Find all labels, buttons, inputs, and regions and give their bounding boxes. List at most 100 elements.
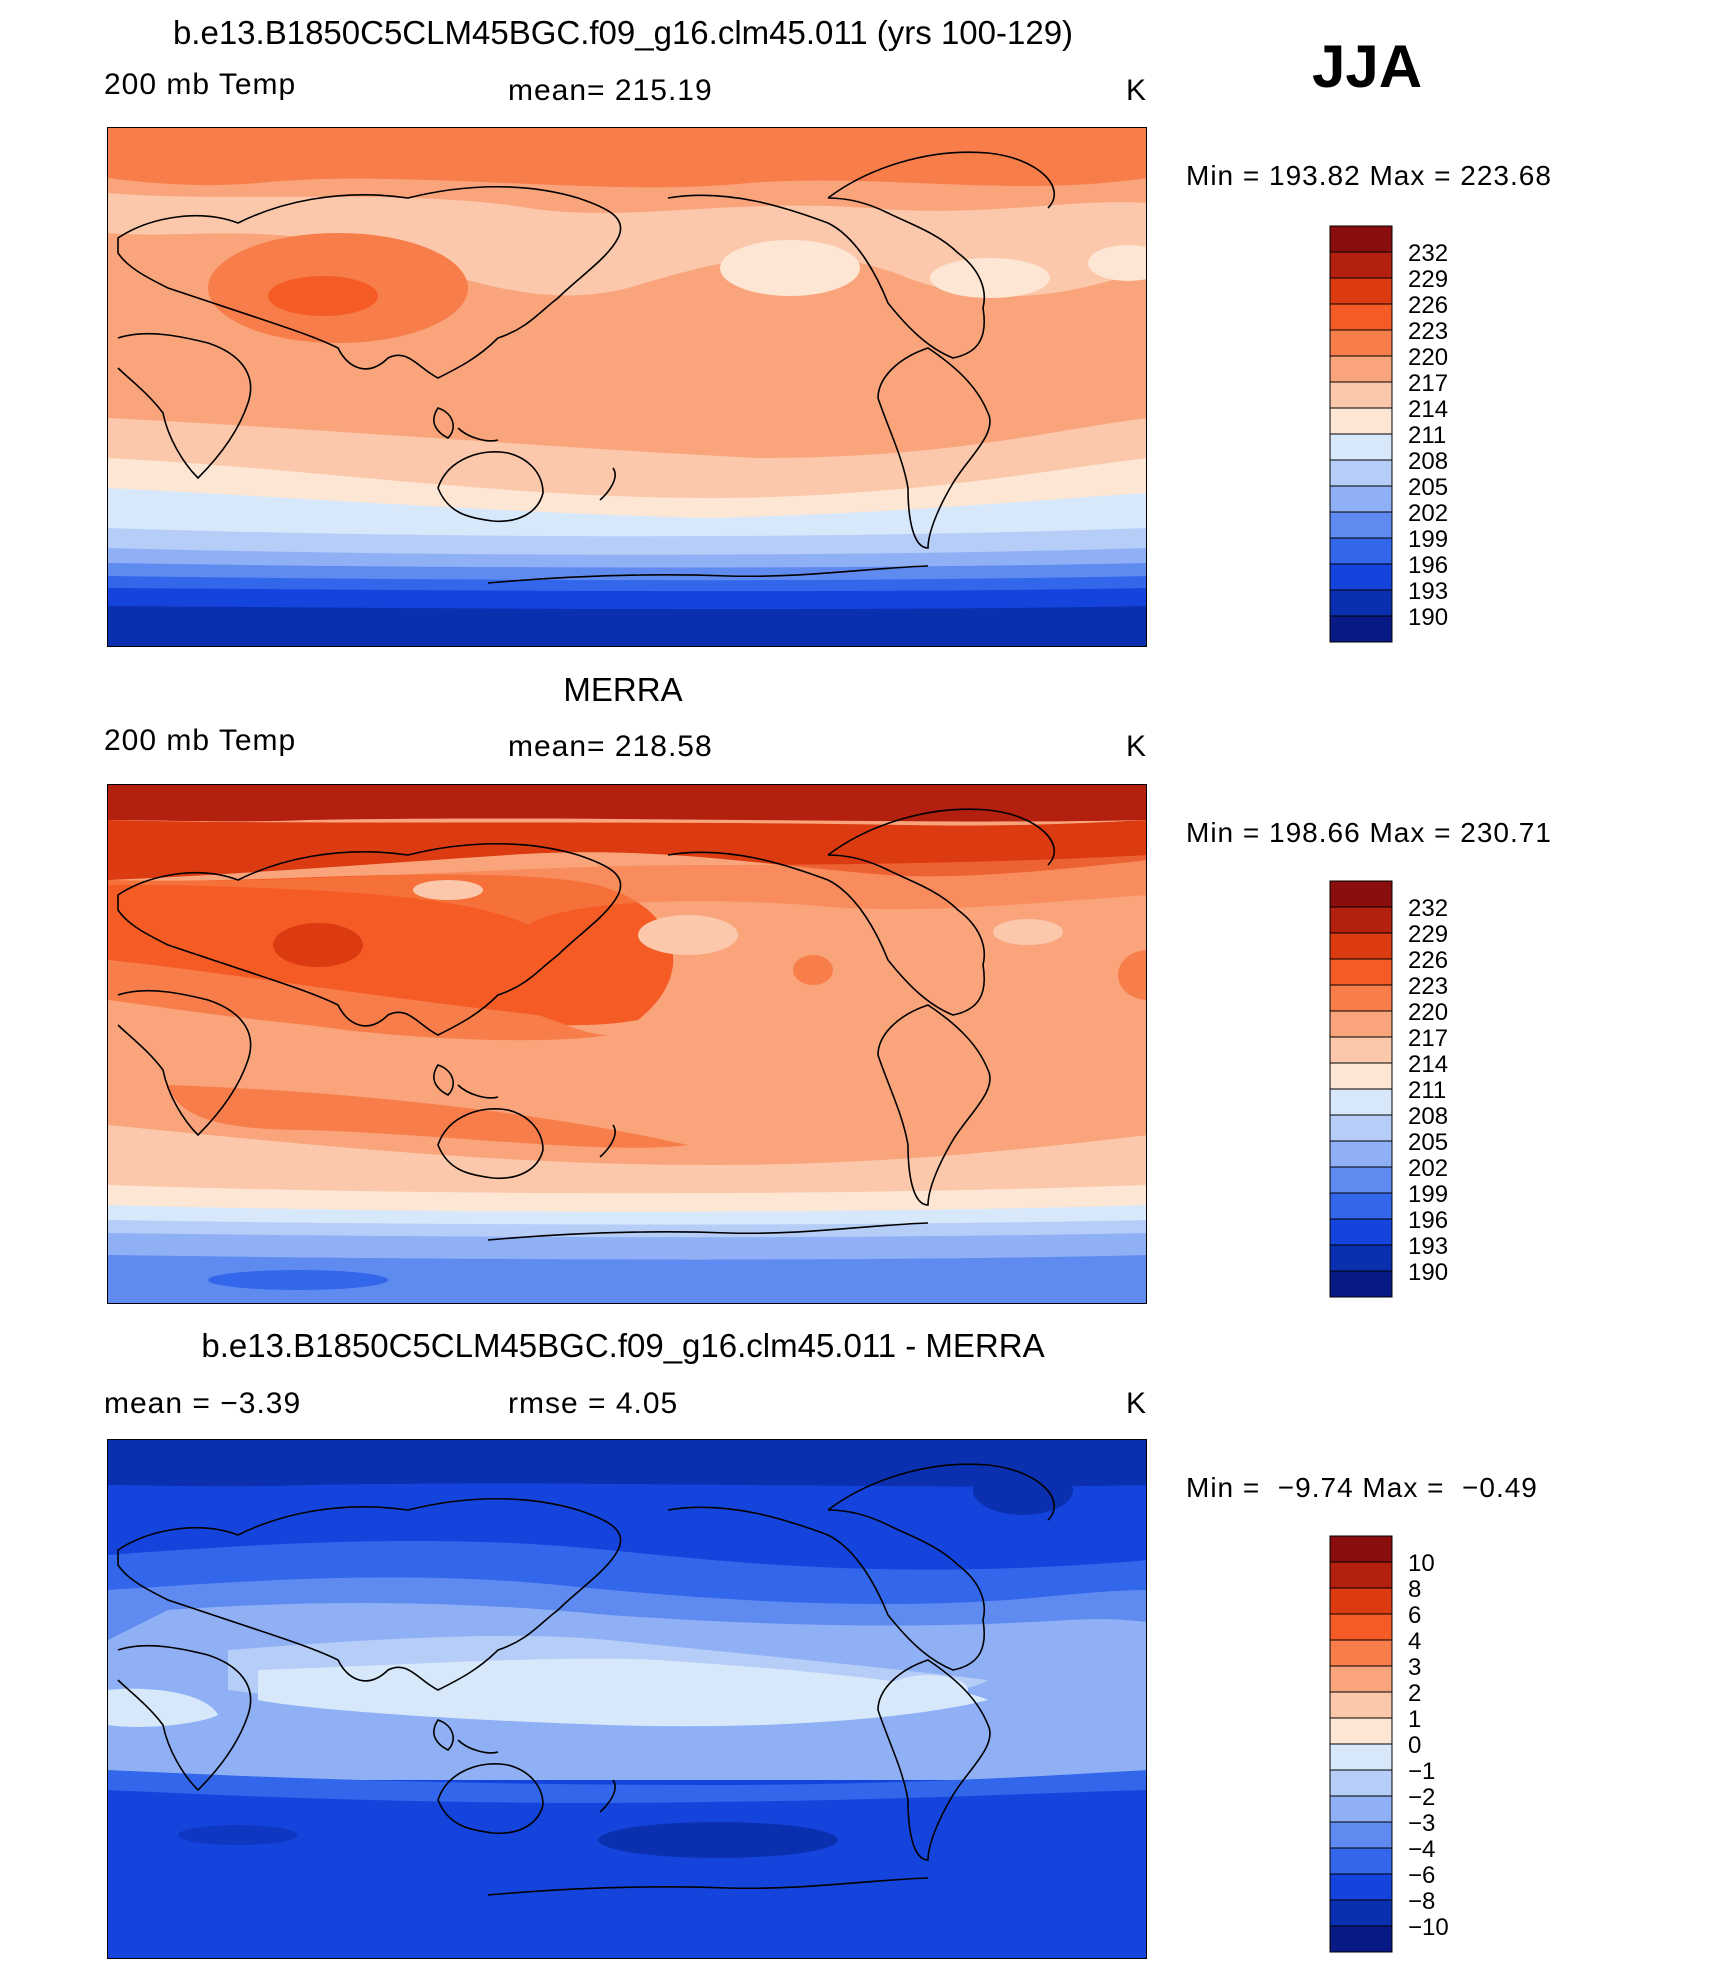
colorbar-label: −4	[1408, 1836, 1435, 1863]
colorbar-label: 196	[1408, 552, 1448, 579]
colorbar-label: −6	[1408, 1862, 1435, 1889]
colorbar-swatch	[1329, 1873, 1393, 1901]
colorbar-label: 1	[1408, 1706, 1421, 1733]
panel-3-rmse-label: rmse = 4.05	[508, 1387, 679, 1420]
colorbar-swatch	[1329, 459, 1393, 487]
panel-1-map	[107, 127, 1147, 647]
colorbar-label: −3	[1408, 1810, 1435, 1837]
colorbar-swatch	[1329, 485, 1393, 513]
colorbar-label: 199	[1408, 526, 1448, 553]
colorbar-label: 229	[1408, 921, 1448, 948]
colorbar-swatch	[1329, 1639, 1393, 1667]
colorbar-swatch	[1329, 1218, 1393, 1246]
colorbar-label: 6	[1408, 1602, 1421, 1629]
colorbar-label: 208	[1408, 1103, 1448, 1130]
colorbar-swatch	[1329, 225, 1393, 253]
colorbar-swatch	[1329, 355, 1393, 383]
colorbar-label: −1	[1408, 1758, 1435, 1785]
colorbar-label: 193	[1408, 1233, 1448, 1260]
panel-1-mean-label: mean= 215.19	[508, 74, 713, 107]
colorbar-label: 208	[1408, 448, 1448, 475]
colorbar-label: −2	[1408, 1784, 1435, 1811]
colorbar-label: 220	[1408, 344, 1448, 371]
colorbar-swatch	[1329, 329, 1393, 357]
colorbar-label: 193	[1408, 578, 1448, 605]
colorbar-label: −8	[1408, 1888, 1435, 1915]
colorbar-label: 223	[1408, 318, 1448, 345]
colorbar-label: 190	[1408, 604, 1448, 631]
colorbar-label: 211	[1408, 1077, 1446, 1104]
colorbar-swatch	[1329, 1192, 1393, 1220]
panel-2-variable-label: 200 mb Temp	[104, 724, 297, 757]
colorbar-swatch	[1329, 1270, 1393, 1298]
colorbar-swatch	[1329, 1140, 1393, 1168]
colorbar-label: 0	[1408, 1732, 1421, 1759]
colorbar-label: 199	[1408, 1181, 1448, 1208]
colorbar-swatch	[1329, 1847, 1393, 1875]
colorbar-swatch	[1329, 1010, 1393, 1038]
panel-3-map	[107, 1439, 1147, 1959]
colorbar-swatch	[1329, 1925, 1393, 1953]
colorbar-label: 8	[1408, 1576, 1421, 1603]
colorbar-label: 202	[1408, 1155, 1448, 1182]
colorbar-label: 232	[1408, 895, 1448, 922]
panel-1-variable-label: 200 mb Temp	[104, 68, 297, 101]
panel-1-minmax: Min = 193.82 Max = 223.68	[1186, 160, 1552, 191]
colorbar-label: 220	[1408, 999, 1448, 1026]
colorbar-swatch	[1329, 1613, 1393, 1641]
panel-2-title: MERRA	[563, 671, 683, 708]
colorbar-swatch	[1329, 1691, 1393, 1719]
colorbar-swatch	[1329, 1899, 1393, 1927]
panel-3-mean-label: mean = −3.39	[104, 1387, 302, 1420]
panel-3-units-label: K	[1126, 1387, 1148, 1420]
colorbar-swatch	[1329, 1088, 1393, 1116]
colorbar-swatch	[1329, 407, 1393, 435]
colorbar-swatch	[1329, 1795, 1393, 1823]
colorbar-swatch	[1329, 589, 1393, 617]
colorbar-label: 211	[1408, 422, 1446, 449]
colorbar-label: 214	[1408, 396, 1448, 423]
colorbar-swatch	[1329, 303, 1393, 331]
colorbar-swatch	[1329, 1769, 1393, 1797]
panel-2-mean-label: mean= 218.58	[508, 730, 713, 763]
colorbar-swatch	[1329, 906, 1393, 934]
colorbar-swatch	[1329, 1166, 1393, 1194]
colorbar-label: 217	[1408, 370, 1448, 397]
colorbar-label: 232	[1408, 240, 1448, 267]
colorbar-swatch	[1329, 1036, 1393, 1064]
panel-3-map-svg	[108, 1440, 1146, 1958]
colorbar-label: 223	[1408, 973, 1448, 1000]
panel-3-minmax: Min = −9.74 Max = −0.49	[1186, 1472, 1538, 1503]
panel-1-coastlines	[117, 151, 1055, 584]
panel-2-map	[107, 784, 1147, 1304]
colorbar-swatch	[1329, 563, 1393, 591]
colorbar-label: 217	[1408, 1025, 1448, 1052]
colorbar-label: 202	[1408, 500, 1448, 527]
colorbar-label: 10	[1408, 1550, 1435, 1577]
colorbar-swatch	[1329, 1114, 1393, 1142]
season-label: JJA	[1312, 33, 1423, 100]
colorbar-swatch	[1329, 1561, 1393, 1589]
panel-2-coastlines	[117, 808, 1055, 1241]
colorbar-label: 2	[1408, 1680, 1421, 1707]
panel-1-units-label: K	[1126, 74, 1148, 107]
colorbar-label: 205	[1408, 474, 1448, 501]
colorbar-swatch	[1329, 1717, 1393, 1745]
colorbar-swatch	[1329, 1535, 1393, 1563]
colorbar-swatch	[1329, 433, 1393, 461]
panel-2-colorbar: 232 229 226 223 220 217 214 211 208 205 202 199 196 1…	[1329, 880, 1470, 1298]
colorbar-swatch	[1329, 880, 1393, 908]
colorbar-swatch	[1329, 615, 1393, 643]
colorbar-swatch	[1329, 1743, 1393, 1771]
colorbar-label: 226	[1408, 292, 1448, 319]
colorbar-swatch	[1329, 984, 1393, 1012]
panel-2-units-label: K	[1126, 730, 1148, 763]
panel-2-colorbar-svg: 2322292262232202172142112082052021991961…	[1329, 880, 1448, 1298]
panel-1-map-svg	[108, 128, 1146, 646]
panel-1-title: b.e13.B1850C5CLM45BGC.f09_g16.clm45.011 …	[172, 14, 1074, 51]
colorbar-swatch	[1329, 1665, 1393, 1693]
colorbar-swatch	[1329, 1821, 1393, 1849]
colorbar-label: 3	[1408, 1654, 1421, 1681]
colorbar-swatch	[1329, 1062, 1393, 1090]
